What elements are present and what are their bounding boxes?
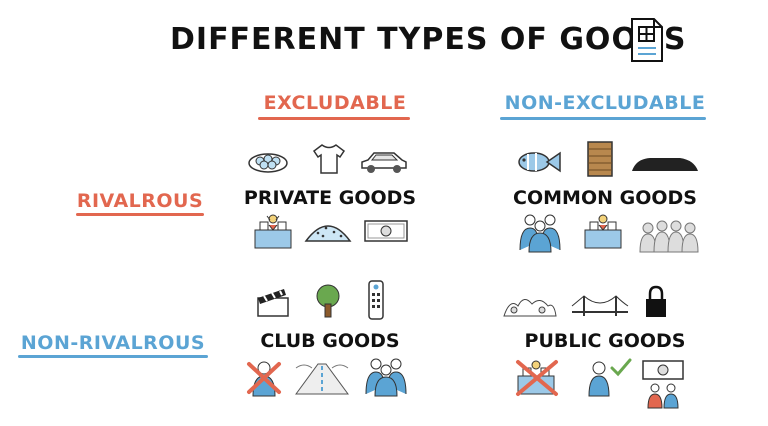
column-header-non-excludable: NON-EXCLUDABLE bbox=[504, 92, 706, 114]
row-header-non-rivalrous: NON-RIVALROUS bbox=[20, 332, 206, 354]
dollar-bill-icon-2 bbox=[642, 360, 684, 380]
excludable-underline bbox=[258, 117, 410, 120]
rock-formation-icon bbox=[632, 158, 698, 171]
crossed-out-market-stall-icon bbox=[516, 360, 558, 396]
private-goods-label: PRIVATE GOODS bbox=[243, 187, 417, 209]
row-header-rivalrous: RIVALROUS bbox=[76, 190, 204, 212]
car-icon bbox=[361, 152, 407, 173]
dollar-bill-icon bbox=[364, 220, 408, 242]
plate-of-food-icon bbox=[248, 153, 288, 173]
fish-icon bbox=[518, 151, 561, 173]
people-group-icon-2 bbox=[365, 358, 407, 397]
person-check-icon bbox=[588, 358, 632, 397]
road-icon bbox=[295, 363, 349, 395]
page-title: DIFFERENT TYPES OF GOODS bbox=[170, 22, 687, 57]
crowd-icon bbox=[639, 220, 699, 253]
people-group-icon bbox=[519, 214, 561, 253]
document-icon bbox=[631, 18, 663, 62]
club-goods-label: CLUB GOODS bbox=[260, 330, 400, 352]
padlock-icon bbox=[646, 285, 666, 317]
bridge-icon bbox=[571, 295, 629, 316]
non-excludable-underline bbox=[500, 117, 706, 120]
wooden-plank-icon bbox=[587, 141, 613, 177]
column-header-excludable: EXCLUDABLE bbox=[263, 92, 407, 114]
market-stall-icon-2 bbox=[584, 214, 622, 249]
crossed-out-person-icon bbox=[247, 361, 281, 397]
remote-control-icon bbox=[368, 280, 384, 320]
t-shirt-icon bbox=[312, 144, 346, 174]
public-goods-label: PUBLIC GOODS bbox=[524, 330, 686, 352]
non-rivalrous-underline bbox=[18, 355, 208, 358]
landscape-icon bbox=[503, 299, 557, 317]
market-stall-icon bbox=[254, 214, 292, 249]
common-goods-label: COMMON GOODS bbox=[513, 187, 697, 209]
tree-icon bbox=[316, 284, 340, 318]
cake-icon bbox=[304, 225, 352, 242]
rivalrous-underline bbox=[76, 213, 204, 216]
clapperboard-icon bbox=[257, 289, 289, 317]
small-people-icon bbox=[647, 383, 679, 409]
